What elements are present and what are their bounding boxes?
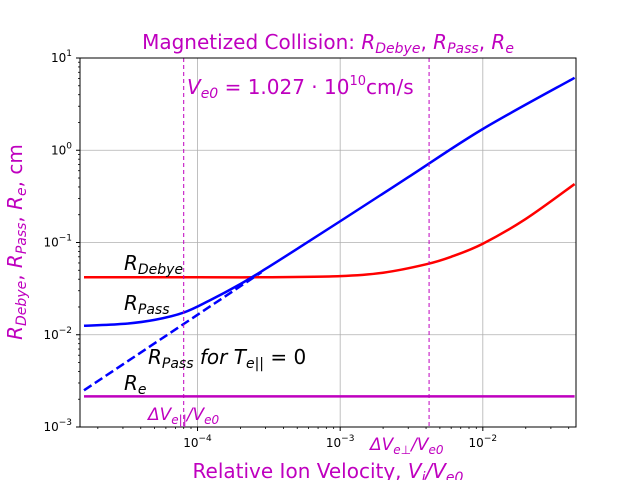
chart-title: Magnetized Collision: RDebye, RPass, Re <box>142 30 514 57</box>
y-tick-label: 10−3 <box>43 418 72 434</box>
r-pass-annotation: RPass <box>124 291 170 318</box>
y-axis-label: RDebye, RPass, Re, cm <box>3 144 30 340</box>
y-tick-label: 101 <box>51 49 72 65</box>
x-tick-label: 10−2 <box>469 434 498 450</box>
y-tick-label: 100 <box>51 141 72 157</box>
series-layer <box>83 76 576 398</box>
ve0-annotation: Ve0 = 1.027 · 1010cm/s <box>187 74 414 102</box>
r-pass-line <box>83 76 576 328</box>
r-pass-t0-line <box>83 271 263 392</box>
x-axis-label: Relative Ion Velocity, Vi/Ve0 <box>193 459 464 480</box>
dv-par-annotation: ΔVe||/Ve0 <box>146 405 219 427</box>
r-debye-annotation: RDebye <box>124 251 183 278</box>
x-tick-label: 10−4 <box>183 434 212 450</box>
dv-perp-annotation: ΔVe⊥/Ve0 <box>368 435 444 457</box>
r-e-annotation: Re <box>124 371 147 398</box>
y-tick-label: 10−2 <box>43 326 72 342</box>
grid <box>80 57 576 428</box>
y-tick-label: 10−1 <box>43 234 72 250</box>
r-pass-t0-annotation: RPass for Te|| = 0 <box>148 345 306 372</box>
r-debye-line <box>83 183 576 279</box>
ticks: 10−4 10−3 10−2 10−3 10−2 10−1 100 101 <box>43 49 570 450</box>
x-tick-label: 10−3 <box>326 434 355 450</box>
vline-layer <box>183 58 430 427</box>
